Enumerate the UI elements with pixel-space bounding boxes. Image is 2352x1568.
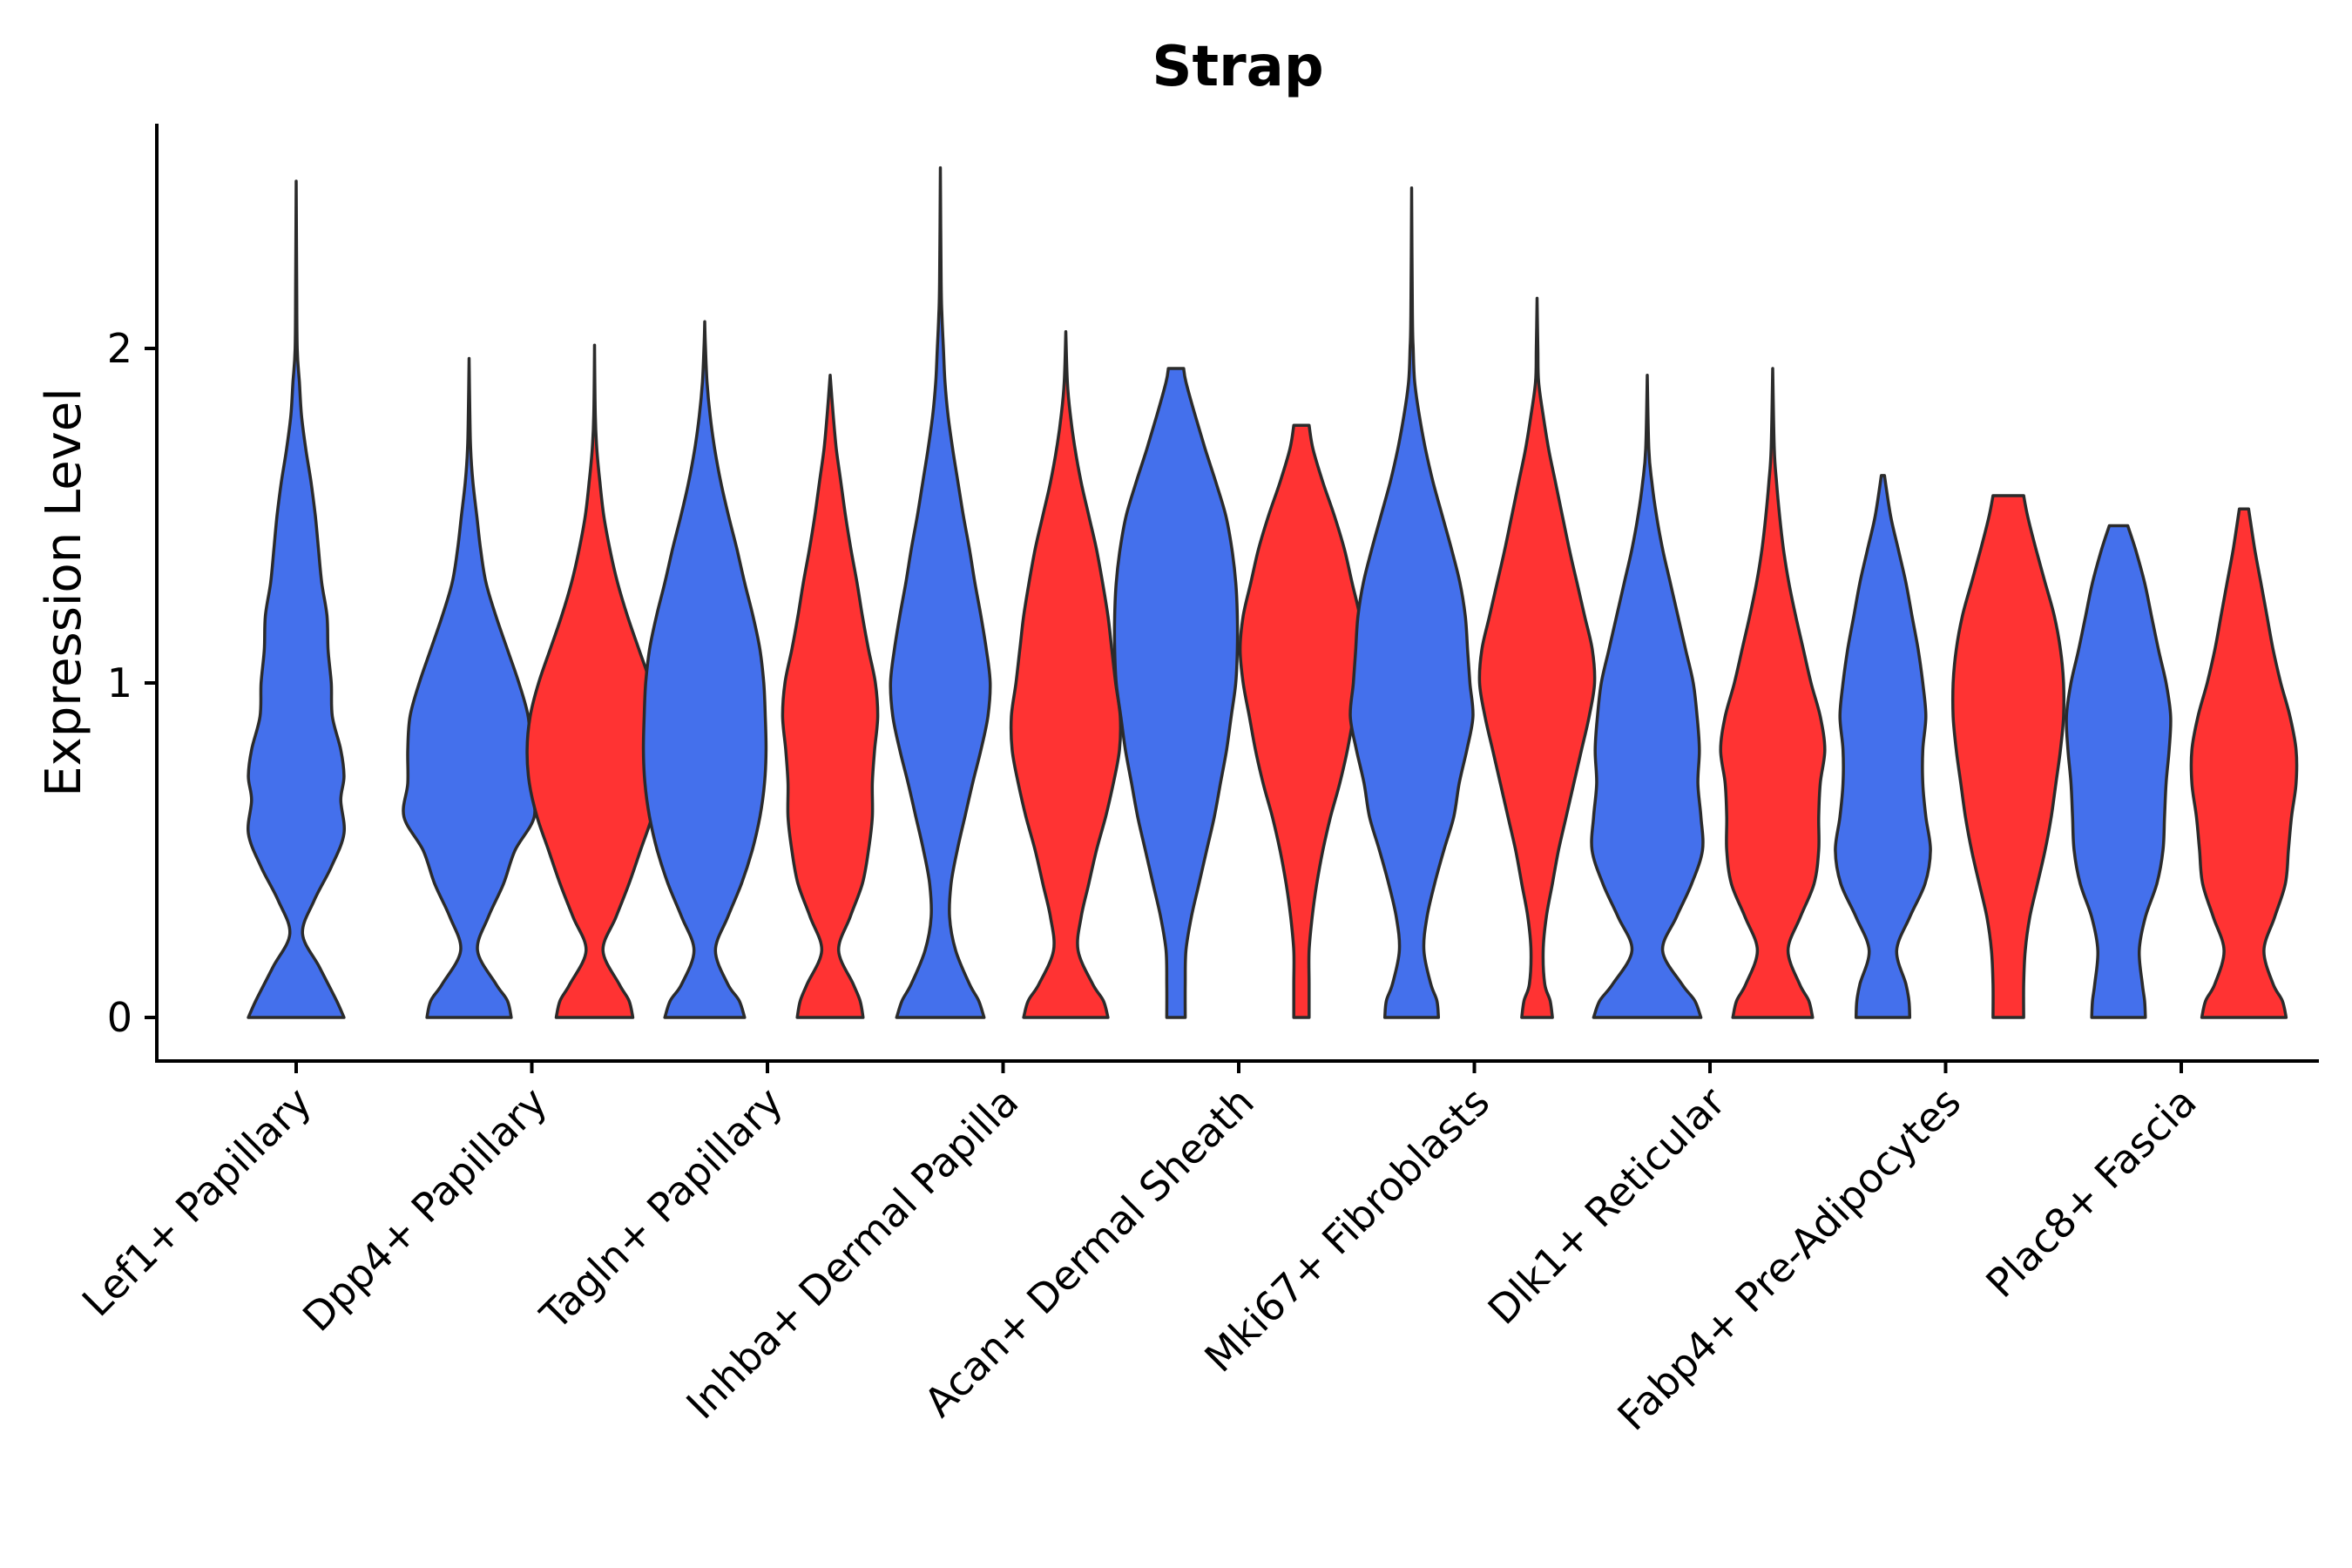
violin-3-blue	[889, 166, 992, 1019]
x-tick-label: Tagln+ Papillary	[531, 1078, 792, 1340]
y-tick-label: 0	[107, 994, 132, 1041]
violin-2-red	[781, 373, 880, 1019]
chart-title: Strap	[1152, 35, 1323, 99]
violin-4-red	[1238, 423, 1365, 1019]
violin-1-blue	[402, 356, 537, 1019]
x-tick-label: Dlk1+ Reticular	[1479, 1078, 1734, 1334]
x-tick-label: Lef1+ Papillary	[73, 1078, 321, 1326]
x-tick-label: Dpp4+ Papillary	[294, 1078, 556, 1341]
violin-1-red	[525, 343, 664, 1019]
y-ticks: 0 1 2	[107, 325, 157, 1041]
x-tick-label: Plac8+ Fascia	[1977, 1078, 2205, 1307]
violin-2-blue	[641, 320, 768, 1019]
violin-6-red	[1719, 367, 1827, 1019]
violin-4-blue	[1112, 367, 1240, 1019]
y-tick-label: 1	[107, 659, 132, 706]
violin-5-blue	[1348, 186, 1475, 1019]
violin-8-red	[2189, 507, 2299, 1019]
violin-3-red	[1009, 330, 1123, 1019]
violin-0-blue	[246, 179, 347, 1019]
y-tick-label: 2	[107, 325, 132, 372]
violin-5-red	[1477, 296, 1597, 1019]
violin-8-blue	[2065, 524, 2173, 1019]
violin-7-blue	[1834, 474, 1932, 1019]
y-axis-label: Expression Level	[36, 388, 92, 797]
violin-6-blue	[1590, 373, 1705, 1019]
violin-7-red	[1950, 494, 2066, 1019]
violin-layer	[246, 166, 2299, 1019]
